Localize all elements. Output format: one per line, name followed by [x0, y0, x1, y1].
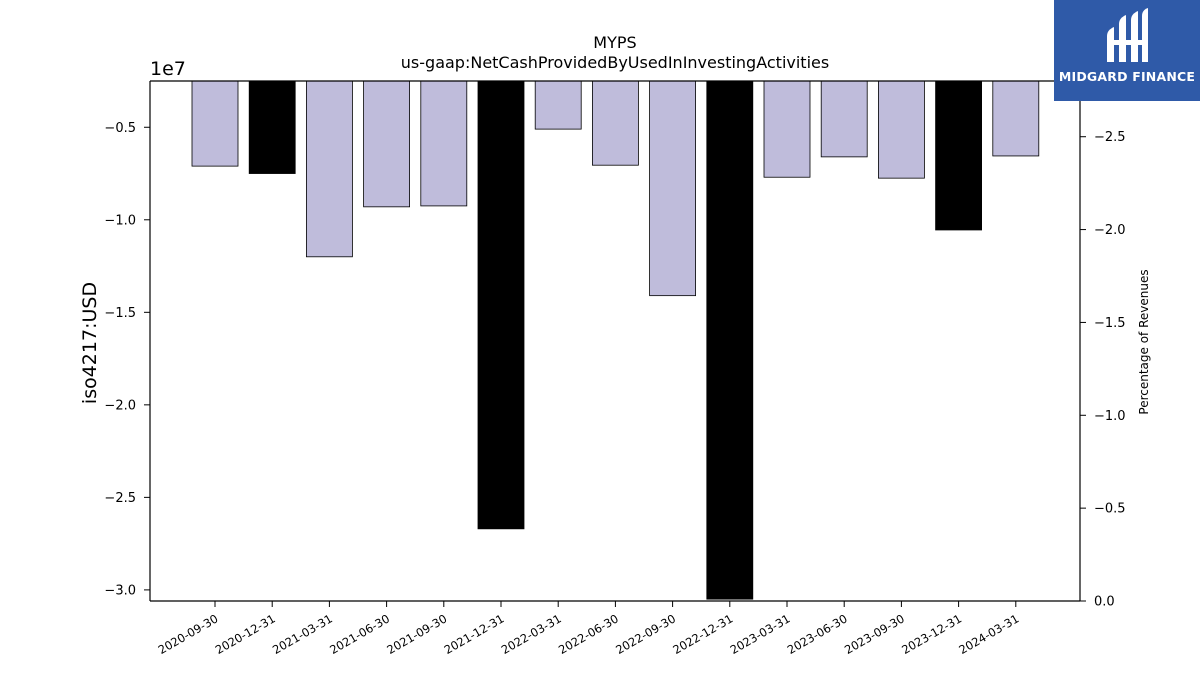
bar-2024-03-31 [992, 80, 1040, 157]
y-tick-label: −0.5 [104, 121, 136, 136]
y-offset-label: 1e7 [150, 58, 186, 80]
y-tick-label: −2.5 [104, 491, 136, 506]
bar-2023-12-31 [935, 80, 982, 231]
bar-2021-12-31 [477, 80, 525, 530]
y-tick-label: −1.5 [104, 306, 136, 321]
bar-2022-03-31 [534, 80, 582, 130]
x-tick-label: 2022-06-30 [556, 611, 621, 657]
x-tick-label: 2020-12-31 [213, 611, 278, 657]
y-tick-label: −1.0 [104, 213, 136, 228]
y2-tick-label: −2.0 [1094, 223, 1126, 238]
chart-title: MYPS [593, 33, 636, 52]
logo-text: MIDGARD FINANCE [1058, 69, 1196, 84]
x-tick-label: 2021-06-30 [327, 611, 392, 657]
bar-2021-09-30 [420, 80, 468, 207]
x-tick-label: 2020-09-30 [156, 611, 221, 657]
y-tick-label: −3.0 [104, 583, 136, 598]
y-tick-label: −2.0 [104, 398, 136, 413]
logo-mark-icon [1107, 8, 1148, 62]
bar-2021-06-30 [363, 80, 411, 208]
x-tick-label: 2021-09-30 [384, 611, 449, 657]
y2-tick-label: 0.0 [1094, 595, 1115, 610]
bar-2020-09-30 [191, 80, 239, 167]
chart-subtitle: us-gaap:NetCashProvidedByUsedInInvesting… [401, 53, 829, 72]
bar-2023-09-30 [878, 80, 925, 179]
bar-2020-12-31 [248, 80, 296, 174]
bar-2023-03-31 [763, 80, 811, 178]
x-tick-label: 2022-12-31 [670, 611, 735, 657]
x-tick-label: 2024-03-31 [956, 611, 1021, 657]
bar-2021-03-31 [305, 80, 353, 258]
y2-tick-label: −0.5 [1094, 502, 1126, 517]
x-tick-label: 2023-12-31 [899, 611, 964, 657]
y2-axis-label: Percentage of Revenues [1137, 269, 1151, 414]
x-tick-label: 2021-03-31 [270, 611, 335, 657]
bar-2022-06-30 [592, 80, 639, 166]
y2-tick-label: −1.5 [1094, 316, 1126, 331]
x-tick-label: 2023-09-30 [842, 611, 907, 657]
y-axis-label: iso4217:USD [79, 282, 101, 404]
bar-2023-06-30 [820, 80, 868, 158]
y2-tick-label: −2.5 [1094, 130, 1126, 145]
midgard-finance-logo: MIDGARD FINANCE [1054, 0, 1200, 101]
bar-2022-12-31 [706, 80, 754, 600]
x-tick-label: 2021-12-31 [442, 611, 507, 657]
x-tick-label: 2022-09-30 [613, 611, 678, 657]
x-tick-label: 2022-03-31 [499, 611, 564, 657]
bar-2022-09-30 [649, 80, 696, 297]
bars-group [191, 80, 1040, 600]
y2-tick-label: −1.0 [1094, 409, 1126, 424]
x-tick-label: 2023-03-31 [728, 611, 793, 657]
x-tick-label: 2023-06-30 [785, 611, 850, 657]
